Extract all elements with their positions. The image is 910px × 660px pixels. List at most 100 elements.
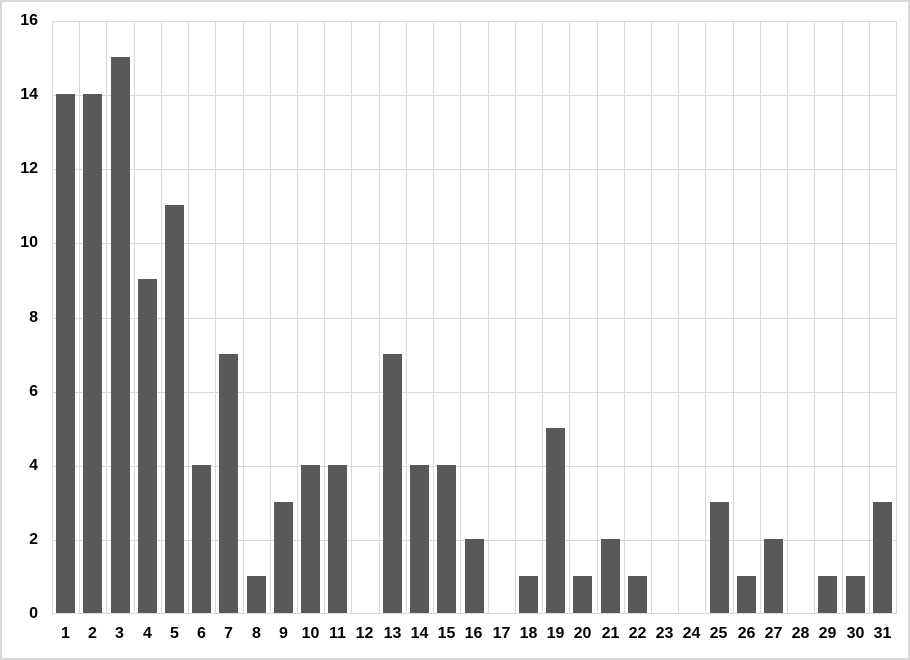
x-axis-category-label: 15 bbox=[437, 625, 456, 642]
vertical-gridline bbox=[787, 21, 788, 614]
vertical-gridline bbox=[460, 21, 461, 614]
y-axis-tick-label: 6 bbox=[29, 383, 38, 400]
bar-4 bbox=[138, 279, 157, 613]
vertical-gridline bbox=[896, 21, 897, 614]
x-axis-category-label: 14 bbox=[410, 625, 429, 642]
vertical-gridline bbox=[542, 21, 543, 614]
bar-2 bbox=[83, 94, 102, 613]
bar-27 bbox=[764, 539, 783, 613]
horizontal-gridline bbox=[52, 95, 896, 96]
vertical-gridline bbox=[760, 21, 761, 614]
bar-6 bbox=[192, 465, 211, 613]
vertical-gridline bbox=[624, 21, 625, 614]
vertical-gridline bbox=[188, 21, 189, 614]
x-axis-category-label: 1 bbox=[61, 625, 70, 642]
vertical-gridline bbox=[351, 21, 352, 614]
vertical-gridline bbox=[79, 21, 80, 614]
x-axis-category-label: 25 bbox=[709, 625, 728, 642]
bar-15 bbox=[437, 465, 456, 613]
bar-13 bbox=[383, 354, 402, 613]
horizontal-gridline bbox=[52, 613, 896, 614]
x-axis-category-label: 28 bbox=[791, 625, 810, 642]
x-axis-category-label: 6 bbox=[197, 625, 206, 642]
y-axis-tick-label: 4 bbox=[29, 457, 38, 474]
x-axis-category-label: 4 bbox=[143, 625, 152, 642]
x-axis-category-label: 26 bbox=[737, 625, 756, 642]
vertical-gridline bbox=[406, 21, 407, 614]
x-axis-category-label: 8 bbox=[252, 625, 261, 642]
plot-area bbox=[52, 21, 897, 614]
vertical-gridline bbox=[215, 21, 216, 614]
bar-14 bbox=[410, 465, 429, 613]
x-axis-category-label: 17 bbox=[492, 625, 511, 642]
bar-11 bbox=[328, 465, 347, 613]
vertical-gridline bbox=[161, 21, 162, 614]
y-axis-tick-label: 2 bbox=[29, 531, 38, 548]
y-axis-tick-label: 10 bbox=[20, 234, 38, 251]
vertical-gridline bbox=[379, 21, 380, 614]
x-axis-category-label: 2 bbox=[88, 625, 97, 642]
bar-16 bbox=[465, 539, 484, 613]
horizontal-gridline bbox=[52, 243, 896, 244]
y-axis-tick-label: 12 bbox=[20, 160, 38, 177]
y-axis-tick-label: 16 bbox=[20, 12, 38, 29]
vertical-gridline bbox=[515, 21, 516, 614]
bar-26 bbox=[737, 576, 756, 613]
x-axis-category-label: 24 bbox=[682, 625, 701, 642]
x-axis-category-label: 10 bbox=[301, 625, 320, 642]
vertical-gridline bbox=[433, 21, 434, 614]
x-axis-category-label: 30 bbox=[846, 625, 865, 642]
horizontal-gridline bbox=[52, 21, 896, 22]
x-axis-category-label: 29 bbox=[818, 625, 837, 642]
vertical-gridline bbox=[270, 21, 271, 614]
x-axis-category-label: 31 bbox=[873, 625, 892, 642]
x-axis-category-label: 9 bbox=[279, 625, 288, 642]
x-axis-category-label: 5 bbox=[170, 625, 179, 642]
y-axis-tick-label: 0 bbox=[29, 605, 38, 622]
bar-19 bbox=[546, 428, 565, 613]
x-axis-category-label: 18 bbox=[519, 625, 538, 642]
bar-1 bbox=[56, 94, 75, 613]
bar-21 bbox=[601, 539, 620, 613]
vertical-gridline bbox=[842, 21, 843, 614]
bar-7 bbox=[219, 354, 238, 613]
x-axis-category-label: 7 bbox=[224, 625, 233, 642]
horizontal-gridline bbox=[52, 318, 896, 319]
bar-3 bbox=[111, 57, 130, 613]
vertical-gridline bbox=[869, 21, 870, 614]
vertical-gridline bbox=[814, 21, 815, 614]
bar-22 bbox=[628, 576, 647, 613]
x-axis-category-label: 21 bbox=[601, 625, 620, 642]
x-axis-category-label: 13 bbox=[383, 625, 402, 642]
x-axis-category-label: 19 bbox=[546, 625, 565, 642]
x-axis-category-label: 20 bbox=[573, 625, 592, 642]
bar-18 bbox=[519, 576, 538, 613]
vertical-gridline bbox=[597, 21, 598, 614]
vertical-gridline bbox=[324, 21, 325, 614]
vertical-gridline bbox=[52, 21, 53, 614]
x-axis-category-label: 12 bbox=[355, 625, 374, 642]
vertical-gridline bbox=[678, 21, 679, 614]
x-axis-category-label: 22 bbox=[628, 625, 647, 642]
bar-29 bbox=[818, 576, 837, 613]
vertical-gridline bbox=[297, 21, 298, 614]
horizontal-gridline bbox=[52, 466, 896, 467]
bar-31 bbox=[873, 502, 892, 613]
bar-10 bbox=[301, 465, 320, 613]
bar-20 bbox=[573, 576, 592, 613]
x-axis-category-label: 11 bbox=[329, 625, 346, 642]
vertical-gridline bbox=[106, 21, 107, 614]
vertical-gridline bbox=[488, 21, 489, 614]
x-axis-category-label: 3 bbox=[115, 625, 124, 642]
vertical-gridline bbox=[243, 21, 244, 614]
bar-9 bbox=[274, 502, 293, 613]
horizontal-gridline bbox=[52, 392, 896, 393]
y-axis-tick-label: 14 bbox=[20, 86, 38, 103]
horizontal-gridline bbox=[52, 169, 896, 170]
x-axis-category-label: 16 bbox=[464, 625, 483, 642]
vertical-gridline bbox=[651, 21, 652, 614]
vertical-gridline bbox=[733, 21, 734, 614]
bar-8 bbox=[247, 576, 266, 613]
bar-5 bbox=[165, 205, 184, 613]
